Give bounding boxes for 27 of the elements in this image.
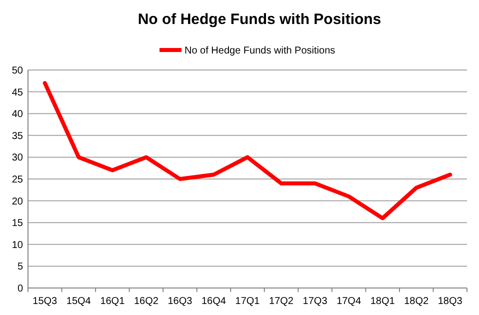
x-tick-label: 18Q3 bbox=[438, 296, 463, 307]
chart-title: No of Hedge Funds with Positions bbox=[138, 11, 382, 28]
line-series bbox=[42, 81, 452, 220]
x-tick-label: 17Q1 bbox=[235, 296, 260, 307]
y-tick-label: 30 bbox=[12, 152, 24, 164]
y-tick-label: 25 bbox=[12, 174, 24, 186]
x-tick-label: 16Q3 bbox=[168, 296, 193, 307]
x-tick-label: 16Q1 bbox=[100, 296, 126, 307]
y-tick-label: 45 bbox=[12, 87, 24, 98]
y-tick-label: 15 bbox=[12, 218, 24, 230]
x-tick-label: 17Q2 bbox=[269, 296, 294, 307]
y-tick-label: 10 bbox=[12, 240, 24, 251]
y-tick-label: 35 bbox=[12, 130, 24, 142]
legend-label: No of Hedge Funds with Positions bbox=[184, 46, 336, 56]
x-tick-label: 18Q2 bbox=[404, 296, 430, 307]
y-tick-label: 0 bbox=[17, 284, 24, 294]
y-tick-label: 50 bbox=[12, 66, 24, 76]
x-tick-label: 15Q4 bbox=[66, 296, 92, 307]
y-tick-label: 40 bbox=[12, 109, 24, 120]
x-tick-label: 18Q1 bbox=[370, 296, 396, 307]
x-tick-label: 16Q2 bbox=[134, 296, 159, 307]
x-tick-label: 17Q4 bbox=[336, 296, 362, 307]
x-tick-label: 16Q4 bbox=[201, 296, 226, 307]
x-tick-label: 15Q3 bbox=[32, 296, 58, 307]
y-tick-label: 20 bbox=[12, 196, 24, 208]
y-tick-label: 5 bbox=[17, 262, 24, 273]
x-tick-label: 17Q3 bbox=[302, 296, 328, 307]
